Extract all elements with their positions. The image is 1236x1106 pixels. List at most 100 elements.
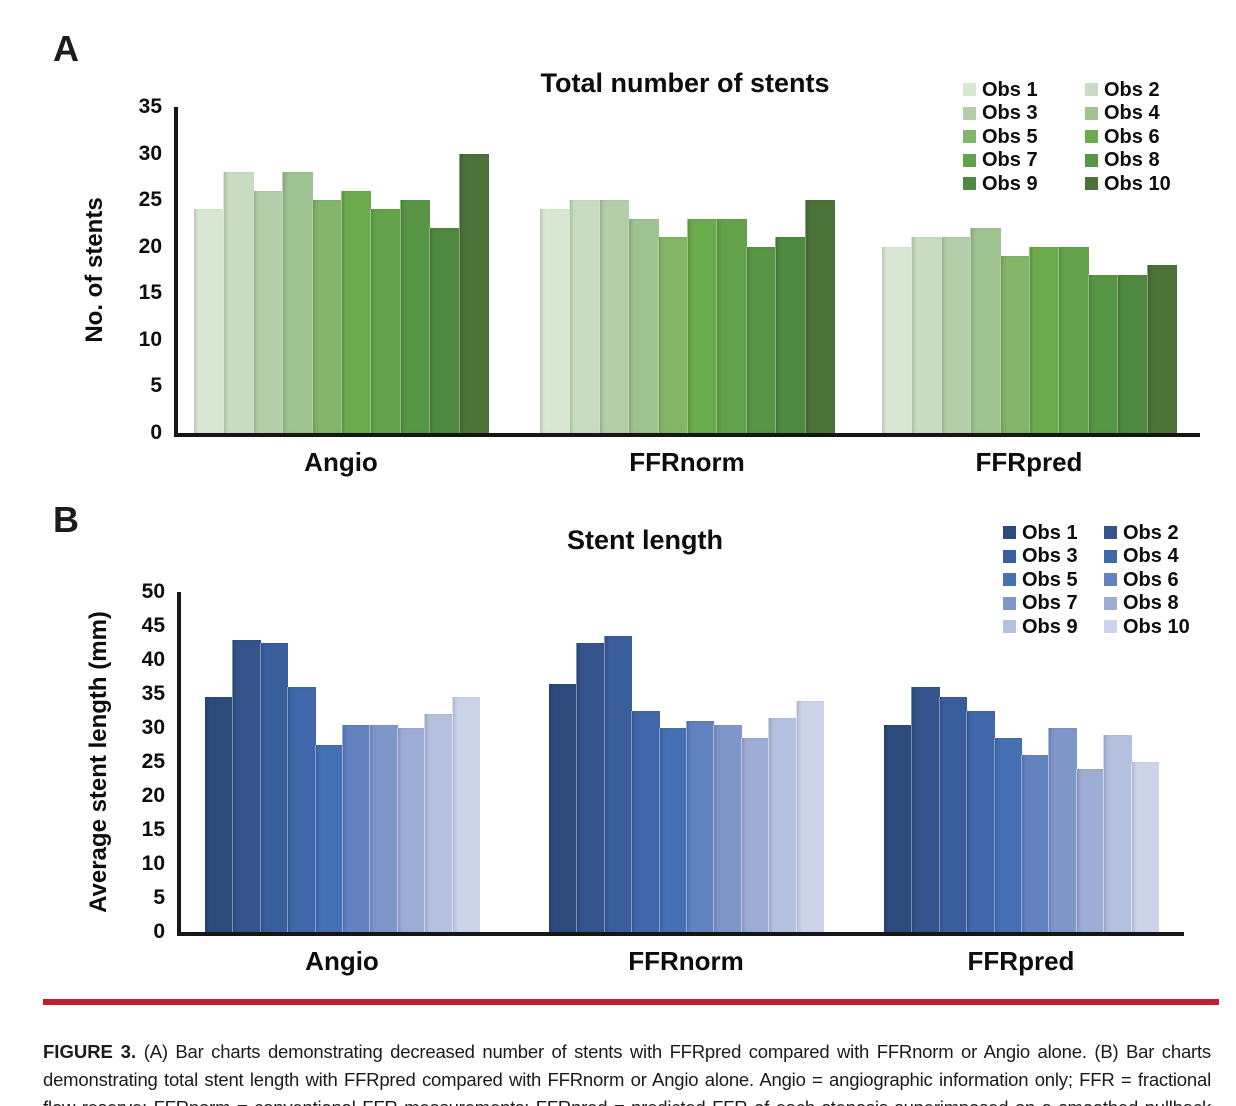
legend-label: Obs 2 [1104, 78, 1160, 101]
legend-swatch [1003, 620, 1016, 634]
chart-title: Total number of stents [540, 68, 830, 98]
x-category-label-ffrnorm: FFRnorm [628, 946, 744, 976]
legend-label: Obs 3 [982, 102, 1038, 125]
bar-ffrpred-obs-9 [1103, 734, 1132, 932]
y-tick-label-5: 5 [150, 374, 162, 398]
legend-swatch [1003, 549, 1016, 563]
bar-ffrnorm-obs-2 [569, 200, 600, 433]
panel-a-label: A [53, 28, 79, 69]
panel-a: A Total number of stents No. of stents 0… [0, 0, 1236, 497]
legend-label: Obs 10 [1104, 172, 1171, 195]
legend-item-obs-5: Obs 5 [963, 125, 1085, 149]
y-tick-label-10: 10 [141, 852, 165, 875]
bar-ffrpred-obs-2 [911, 687, 940, 932]
legend-label: Obs 6 [1104, 125, 1160, 148]
bar-ffrpred-obs-4 [966, 711, 995, 932]
y-tick-label-30: 30 [141, 716, 165, 739]
figure-caption: FIGURE 3. (A) Bar charts demonstrating d… [43, 1038, 1211, 1106]
y-tick-label-30: 30 [138, 141, 162, 165]
bar-angio-obs-9 [429, 228, 460, 433]
y-tick-label-10: 10 [138, 327, 162, 351]
legend-label: Obs 5 [982, 125, 1038, 148]
legend-label: Obs 10 [1123, 615, 1190, 638]
bar-ffrnorm-obs-1 [549, 683, 577, 932]
legend-item-obs-1: Obs 1 [963, 78, 1085, 102]
bar-ffrpred-obs-3 [940, 237, 972, 433]
y-tick-label-25: 25 [141, 750, 165, 773]
bar-ffrpred-obs-8 [1087, 274, 1119, 433]
legend-item-obs-10: Obs 10 [1104, 615, 1205, 639]
bar-ffrnorm-obs-7 [716, 218, 747, 433]
legend-swatch [963, 106, 976, 120]
legend-label: Obs 6 [1123, 568, 1179, 591]
bar-ffrpred-obs-8 [1075, 768, 1105, 932]
legend-item-obs-4: Obs 4 [1085, 102, 1207, 126]
y-tick-label-5: 5 [153, 886, 165, 909]
x-category-label-ffrnorm: FFRnorm [629, 447, 745, 477]
bar-ffrpred-obs-3 [938, 697, 968, 932]
bar-ffrpred-obs-1 [884, 724, 912, 932]
bar-angio-obs-7 [369, 724, 398, 932]
legend: Obs 1 Obs 2 Obs 3 Obs 4 Obs 5 Obs 6 Obs 7 Obs 8… [1003, 521, 1205, 639]
y-tick-label-50: 50 [141, 580, 165, 603]
bar-angio-obs-4 [282, 172, 313, 433]
y-tick-label-20: 20 [138, 234, 162, 258]
bar-angio-obs-10 [451, 697, 480, 932]
y-tick-label-25: 25 [138, 188, 162, 212]
bar-ffrnorm-obs-5 [658, 728, 687, 932]
x-category-label-angio: Angio [304, 447, 378, 477]
bar-angio-obs-3 [252, 190, 284, 433]
bar-ffrnorm-obs-9 [768, 717, 797, 932]
legend-item-obs-2: Obs 2 [1085, 78, 1207, 102]
bar-ffrpred-obs-9 [1117, 274, 1148, 433]
bar-ffrnorm-obs-7 [713, 724, 742, 932]
bar-ffrnorm-obs-2 [576, 643, 605, 932]
legend-swatch [963, 177, 976, 191]
legend-label: Obs 1 [982, 78, 1038, 101]
bar-angio-obs-7 [370, 209, 401, 433]
bar-angio-obs-1 [194, 209, 224, 433]
legend-label: Obs 4 [1104, 102, 1160, 125]
plot-area [174, 107, 1200, 437]
y-tick-label-20: 20 [141, 784, 165, 807]
x-category-label-ffrpred: FFRpred [967, 946, 1075, 976]
legend-swatch [1085, 177, 1098, 191]
legend-item-obs-9: Obs 9 [963, 172, 1085, 196]
y-tick-label-40: 40 [141, 648, 165, 671]
bar-angio-obs-10 [458, 153, 489, 433]
legend-label: Obs 2 [1123, 521, 1179, 544]
bar-ffrpred-obs-10 [1146, 265, 1177, 433]
caption-divider-rule [43, 999, 1219, 1005]
legend-label: Obs 8 [1123, 592, 1179, 615]
bar-angio-obs-1 [205, 697, 233, 932]
legend-item-obs-1: Obs 1 [1003, 521, 1104, 545]
bar-ffrnorm-obs-8 [745, 246, 777, 433]
bar-ffrpred-obs-1 [882, 246, 912, 433]
bar-ffrnorm-obs-10 [795, 700, 824, 932]
bar-ffrpred-obs-4 [970, 228, 1001, 433]
legend-item-obs-8: Obs 8 [1104, 592, 1205, 616]
legend-swatch [1003, 526, 1016, 540]
bar-ffrnorm-obs-3 [598, 200, 630, 433]
bar-angio-obs-5 [314, 745, 343, 932]
y-tick-label-15: 15 [141, 818, 165, 841]
bar-ffrpred-obs-5 [993, 738, 1022, 932]
legend-label: Obs 1 [1022, 521, 1078, 544]
bar-ffrpred-obs-7 [1048, 728, 1077, 932]
bar-ffrpred-obs-7 [1058, 246, 1089, 433]
bar-angio-obs-6 [341, 190, 372, 433]
legend-swatch [1003, 596, 1016, 610]
bar-ffrnorm-obs-9 [775, 237, 806, 433]
legend-swatch [963, 153, 976, 167]
bar-ffrnorm-obs-5 [657, 237, 688, 433]
legend-label: Obs 9 [982, 172, 1038, 195]
panel-b-label: B [53, 499, 79, 540]
x-category-label-ffrpred: FFRpred [975, 447, 1083, 477]
bar-ffrnorm-obs-6 [687, 218, 718, 433]
x-category-label-angio: Angio [305, 946, 379, 976]
legend-label: Obs 7 [1022, 592, 1078, 615]
legend-swatch [1104, 596, 1117, 610]
bar-angio-obs-2 [223, 172, 254, 433]
y-tick-label-35: 35 [138, 95, 162, 118]
